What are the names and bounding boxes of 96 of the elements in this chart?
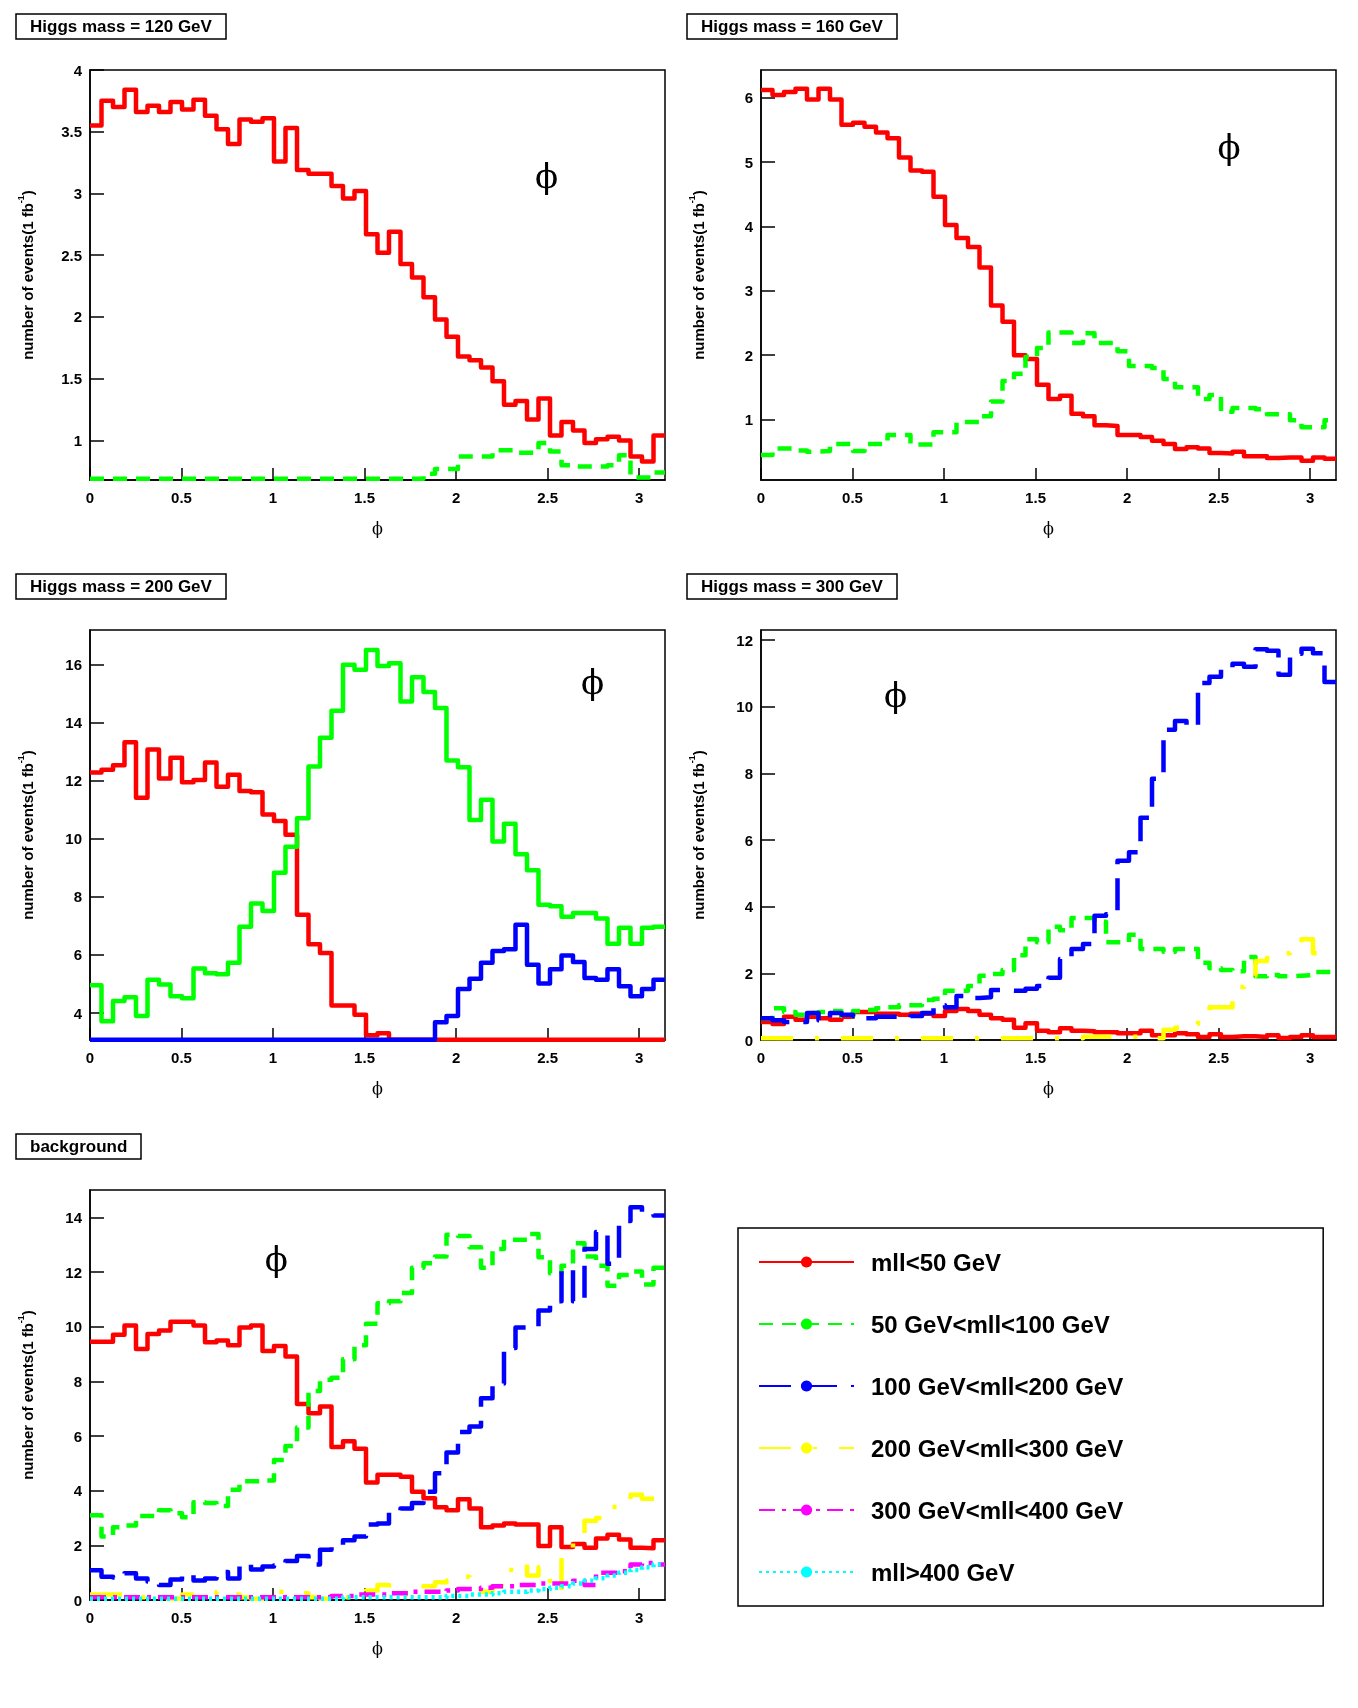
x-tick-label: 1.5 bbox=[354, 1049, 375, 1066]
x-tick-label: 2 bbox=[1122, 1049, 1132, 1066]
x-tick-label: 3 bbox=[634, 1609, 644, 1626]
x-tick-label: 2.5 bbox=[537, 1609, 558, 1626]
x-tick-label: 0.5 bbox=[171, 1609, 192, 1626]
annotation: ϕ bbox=[264, 1238, 288, 1279]
y-tick-label: 2 bbox=[744, 964, 753, 982]
y-tick-label: 3 bbox=[744, 282, 753, 300]
y-tick-label: 2 bbox=[73, 308, 82, 326]
x-tick-label: 3 bbox=[634, 1049, 644, 1066]
legend-label: 50 GeV<mll<100 GeV bbox=[871, 1310, 1110, 1338]
x-tick-label: 0 bbox=[85, 489, 95, 506]
y-tick-label: 2.5 bbox=[61, 246, 82, 264]
x-tick-label: 2.5 bbox=[537, 1049, 558, 1066]
x-tick-label: 2 bbox=[1122, 489, 1132, 506]
x-tick-label: 3 bbox=[1305, 1049, 1315, 1066]
x-tick-label: 2.5 bbox=[537, 489, 558, 506]
x-tick-label: 0 bbox=[756, 489, 766, 506]
y-axis-title: number of events(1 fb-1) bbox=[15, 1310, 36, 1480]
y-tick-label: 0 bbox=[744, 1031, 753, 1049]
y-axis-title: number of events(1 fb-1) bbox=[15, 190, 36, 360]
y-tick-label: 8 bbox=[73, 888, 82, 906]
x-tick-label: 2 bbox=[451, 1049, 461, 1066]
legend-label: 100 GeV<mll<200 GeV bbox=[871, 1372, 1124, 1400]
y-tick-label: 14 bbox=[65, 1208, 83, 1226]
chart-title: Higgs mass = 300 GeV bbox=[701, 577, 884, 596]
x-tick-label: 1 bbox=[939, 1049, 949, 1066]
x-tick-label: 3 bbox=[634, 489, 644, 506]
x-tick-label: 1.5 bbox=[1025, 1049, 1046, 1066]
x-tick-label: 2 bbox=[451, 1609, 461, 1626]
y-axis-title: number of events(1 fb-1) bbox=[686, 750, 707, 920]
y-tick-label: 10 bbox=[65, 830, 82, 848]
x-axis-title: ϕ bbox=[372, 518, 384, 538]
annotation: ϕ bbox=[884, 674, 908, 715]
x-tick-label: 2 bbox=[451, 489, 461, 506]
x-tick-label: 3 bbox=[1305, 489, 1315, 506]
x-tick-label: 1 bbox=[268, 489, 278, 506]
x-tick-label: 2.5 bbox=[1208, 1049, 1229, 1066]
y-tick-label: 3.5 bbox=[61, 123, 82, 141]
y-tick-label: 0 bbox=[73, 1591, 82, 1609]
y-tick-label: 5 bbox=[744, 153, 753, 171]
chart-title: Higgs mass = 120 GeV bbox=[30, 17, 213, 36]
x-tick-label: 1 bbox=[939, 489, 949, 506]
x-tick-label: 0.5 bbox=[842, 1049, 863, 1066]
chart-title: Higgs mass = 160 GeV bbox=[701, 17, 884, 36]
y-tick-label: 4 bbox=[73, 1004, 83, 1022]
y-tick-label: 8 bbox=[744, 764, 753, 782]
legend-label: 300 GeV<mll<400 GeV bbox=[871, 1496, 1124, 1524]
chart-title: Higgs mass = 200 GeV bbox=[30, 577, 213, 596]
y-tick-label: 1 bbox=[744, 411, 753, 428]
x-axis-title: ϕ bbox=[1043, 1078, 1055, 1098]
y-tick-label: 14 bbox=[65, 714, 83, 732]
y-tick-label: 6 bbox=[73, 1427, 82, 1445]
x-tick-label: 0.5 bbox=[842, 489, 863, 506]
x-axis-title: ϕ bbox=[372, 1638, 384, 1658]
y-tick-label: 8 bbox=[73, 1372, 82, 1390]
y-tick-label: 3 bbox=[73, 184, 82, 202]
y-tick-label: 10 bbox=[736, 698, 753, 716]
y-tick-label: 4 bbox=[744, 217, 754, 235]
legend-label: 200 GeV<mll<300 GeV bbox=[871, 1434, 1124, 1462]
x-axis-title: ϕ bbox=[1043, 518, 1055, 538]
chart-title: background bbox=[30, 1137, 128, 1156]
y-tick-label: 1.5 bbox=[61, 370, 82, 388]
x-tick-label: 1.5 bbox=[354, 489, 375, 506]
x-tick-label: 0 bbox=[85, 1049, 95, 1066]
annotation: ϕ bbox=[535, 155, 559, 196]
x-tick-label: 1 bbox=[268, 1049, 278, 1066]
y-tick-label: 12 bbox=[65, 1263, 82, 1281]
y-axis-title: number of events(1 fb-1) bbox=[15, 750, 36, 920]
x-tick-label: 0.5 bbox=[171, 489, 192, 506]
y-tick-label: 2 bbox=[744, 346, 753, 364]
x-tick-label: 1.5 bbox=[1025, 489, 1046, 506]
x-axis-title: ϕ bbox=[372, 1078, 384, 1098]
annotation: ϕ bbox=[1217, 127, 1241, 167]
legend-label: mll>400 GeV bbox=[871, 1558, 1015, 1586]
y-tick-label: 10 bbox=[65, 1318, 82, 1336]
x-tick-label: 1 bbox=[268, 1609, 278, 1626]
y-tick-label: 6 bbox=[73, 946, 82, 964]
y-tick-label: 4 bbox=[73, 61, 83, 79]
y-tick-label: 1 bbox=[73, 431, 82, 449]
x-tick-label: 0.5 bbox=[171, 1049, 192, 1066]
legend-label: mll<50 GeV bbox=[871, 1248, 1002, 1276]
y-tick-label: 4 bbox=[744, 898, 754, 916]
y-tick-label: 12 bbox=[65, 772, 82, 790]
y-tick-label: 12 bbox=[736, 631, 753, 649]
y-tick-label: 6 bbox=[744, 831, 753, 849]
y-tick-label: 2 bbox=[73, 1536, 82, 1554]
x-tick-label: 0 bbox=[85, 1609, 95, 1626]
y-tick-label: 16 bbox=[65, 656, 82, 674]
y-tick-label: 6 bbox=[744, 89, 753, 107]
x-tick-label: 2.5 bbox=[1208, 489, 1229, 506]
y-tick-label: 4 bbox=[73, 1482, 83, 1500]
y-axis-title: number of events(1 fb-1) bbox=[686, 190, 707, 360]
x-tick-label: 0 bbox=[756, 1049, 766, 1066]
annotation: ϕ bbox=[581, 662, 605, 703]
x-tick-label: 1.5 bbox=[354, 1609, 375, 1626]
